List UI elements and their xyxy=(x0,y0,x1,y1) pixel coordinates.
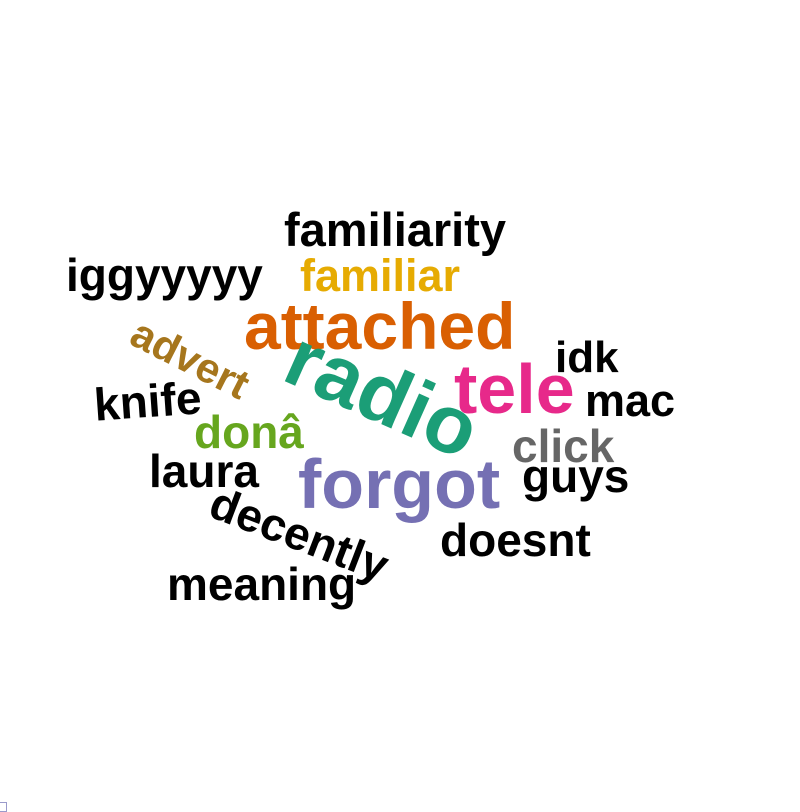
word-laura: laura xyxy=(149,445,259,497)
word-don: donâ xyxy=(194,406,304,458)
word-meaning: meaning xyxy=(167,558,357,610)
word-idk: idk xyxy=(555,333,619,382)
word-iggyyyyy: iggyyyyy xyxy=(66,249,263,301)
corner-marker xyxy=(0,802,7,812)
word-knife: knife xyxy=(92,371,204,431)
word-forgot: forgot xyxy=(298,445,501,523)
word-familiarity: familiarity xyxy=(284,203,507,256)
word-doesnt: doesnt xyxy=(440,514,591,566)
word-mac: mac xyxy=(585,375,676,426)
word-guys: guys xyxy=(522,450,630,502)
word-attached: attached xyxy=(244,289,516,363)
word-tele: tele xyxy=(454,350,575,428)
word-familiar: familiar xyxy=(300,250,461,301)
word-click: click xyxy=(512,420,615,472)
